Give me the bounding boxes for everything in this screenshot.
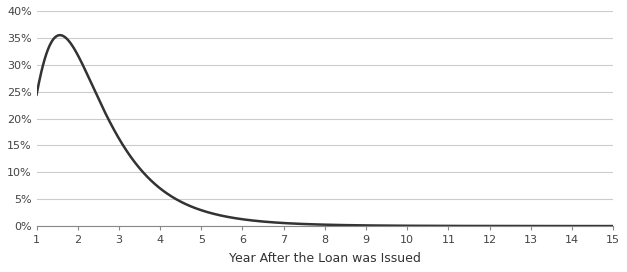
X-axis label: Year After the Loan was Issued: Year After the Loan was Issued [229,252,421,265]
